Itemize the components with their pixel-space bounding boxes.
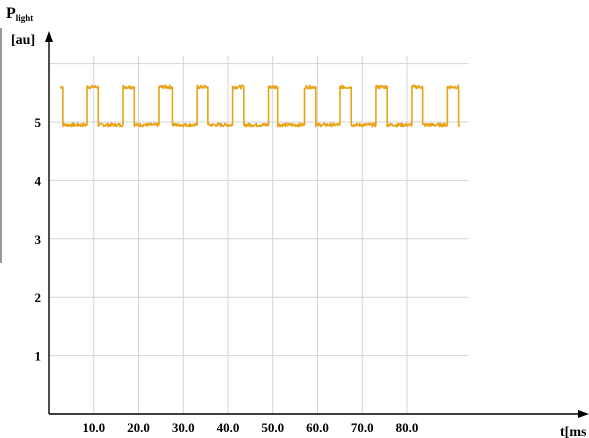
x-tick-label: 30.0 [172, 420, 195, 435]
y-tick-label: 1 [35, 349, 42, 364]
x-tick-label: 60.0 [306, 420, 329, 435]
y-axis-arrow-icon [45, 31, 53, 42]
y-tick-label: 2 [35, 290, 42, 305]
left-edge-bar [0, 28, 2, 263]
x-axis-arrow-icon [578, 410, 589, 418]
axes [45, 31, 589, 418]
x-tick-label: 40.0 [217, 420, 240, 435]
y-tick-labels: 1 2 3 4 5 [35, 115, 42, 364]
y-tick-label: 3 [35, 232, 42, 247]
y-axis-title: Plight [6, 5, 33, 23]
y-axis-unit: [au] [11, 33, 35, 48]
x-tick-label: 80.0 [396, 420, 419, 435]
y-tick-label: 5 [35, 115, 42, 130]
x-tick-label: 70.0 [351, 420, 374, 435]
grid [49, 55, 469, 414]
y-tick-label: 4 [35, 173, 42, 188]
x-axis-title: t[ms [560, 425, 587, 438]
signal-series-line [59, 84, 461, 128]
x-tick-labels: 10.0 20.0 30.0 40.0 50.0 60.0 70.0 80.0 [82, 420, 418, 435]
x-tick-label: 10.0 [82, 420, 105, 435]
x-tick-label: 50.0 [261, 420, 284, 435]
x-tick-label: 20.0 [127, 420, 150, 435]
